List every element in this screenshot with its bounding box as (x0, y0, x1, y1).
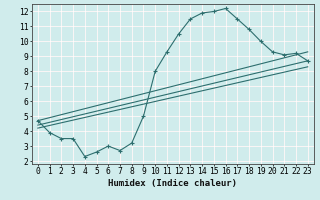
X-axis label: Humidex (Indice chaleur): Humidex (Indice chaleur) (108, 179, 237, 188)
